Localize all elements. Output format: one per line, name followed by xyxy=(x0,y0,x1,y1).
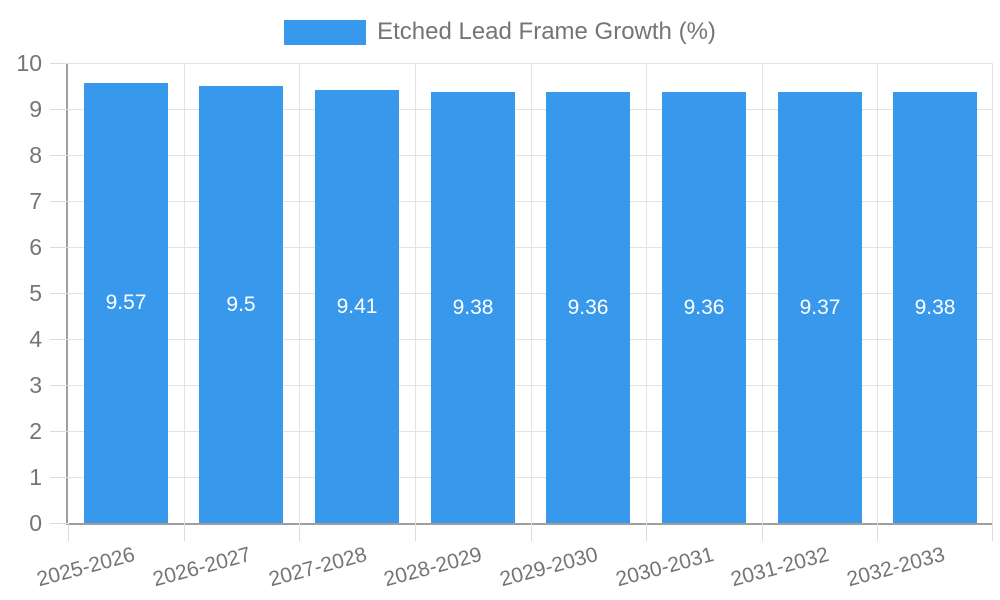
bar[interactable]: 9.5 xyxy=(199,86,283,523)
x-tick xyxy=(992,523,993,541)
y-tick-label: 2 xyxy=(29,418,42,444)
h-gridline xyxy=(68,339,993,340)
bar-value-label: 9.57 xyxy=(105,291,147,314)
y-tick xyxy=(50,247,68,248)
x-category-label: 2030-2031 xyxy=(612,543,716,592)
x-category-label: 2025-2026 xyxy=(34,543,138,592)
h-gridline xyxy=(68,477,993,478)
legend-label: Etched Lead Frame Growth (%) xyxy=(377,18,716,45)
legend-item[interactable]: Etched Lead Frame Growth (%) xyxy=(284,18,716,46)
y-tick xyxy=(50,63,68,64)
x-category-label: 2029-2030 xyxy=(497,543,601,592)
plot-area: 0 1 2 3 4 5 6 7 8 9 10 9.57 2025-2026 9.5 2026-2027 9.4… xyxy=(16,50,993,591)
y-tick-label: 1 xyxy=(29,464,42,490)
y-tick xyxy=(50,201,68,202)
chart-legend: Etched Lead Frame Growth (%) xyxy=(0,18,1000,46)
bar-value-label: 9.38 xyxy=(914,295,956,319)
y-tick xyxy=(50,339,68,340)
x-category-label: 2026-2027 xyxy=(150,543,254,592)
bar[interactable]: 9.38 xyxy=(893,92,977,523)
y-tick-label: 6 xyxy=(29,234,42,260)
bar[interactable]: 9.57 xyxy=(84,83,168,523)
y-tick-label: 10 xyxy=(16,50,42,76)
x-tick xyxy=(762,523,763,541)
x-tick xyxy=(877,523,878,541)
bar[interactable]: 9.37 xyxy=(778,92,862,523)
bar-value-label: 9.41 xyxy=(336,294,378,318)
h-gridline xyxy=(68,155,993,156)
y-tick xyxy=(50,155,68,156)
y-tick-label: 3 xyxy=(29,372,42,398)
h-gridline xyxy=(68,63,993,64)
v-gridline xyxy=(299,63,300,523)
y-tick xyxy=(50,109,68,110)
v-gridline xyxy=(415,63,416,523)
x-tick xyxy=(68,523,69,541)
bar-value-label: 9.36 xyxy=(683,295,725,319)
x-axis-line xyxy=(66,523,993,525)
v-gridline xyxy=(762,63,763,523)
y-tick-label: 0 xyxy=(29,510,42,536)
y-tick-label: 7 xyxy=(29,188,42,214)
y-tick-label: 4 xyxy=(29,326,42,352)
x-category-label: 2028-2029 xyxy=(381,543,485,592)
bar[interactable]: 9.38 xyxy=(431,92,515,523)
bar-value-label: 9.38 xyxy=(452,295,494,319)
bar-value-label: 9.37 xyxy=(799,295,841,319)
v-gridline xyxy=(877,63,878,523)
x-tick xyxy=(531,523,532,541)
y-tick-label: 9 xyxy=(29,96,42,122)
x-tick xyxy=(184,523,185,541)
v-gridline xyxy=(992,63,993,523)
bar[interactable]: 9.36 xyxy=(546,92,630,523)
h-gridline xyxy=(68,385,993,386)
bar-value-label: 9.36 xyxy=(567,295,609,319)
bar[interactable]: 9.41 xyxy=(315,90,399,523)
y-tick xyxy=(50,477,68,478)
bar-value-label: 9.5 xyxy=(226,292,256,316)
y-tick xyxy=(50,431,68,432)
y-tick xyxy=(50,293,68,294)
legend-swatch xyxy=(284,19,367,45)
h-gridline xyxy=(68,247,993,248)
x-tick xyxy=(299,523,300,541)
v-gridline xyxy=(531,63,532,523)
v-gridline xyxy=(646,63,647,523)
h-gridline xyxy=(68,201,993,202)
y-tick xyxy=(50,523,68,524)
v-gridline xyxy=(184,63,185,523)
x-tick xyxy=(415,523,416,541)
h-gridline xyxy=(68,109,993,110)
x-category-label: 2031-2032 xyxy=(728,543,832,592)
y-tick-label: 5 xyxy=(29,280,42,306)
y-tick-label: 8 xyxy=(29,142,42,168)
y-tick xyxy=(50,385,68,386)
h-gridline xyxy=(68,431,993,432)
x-category-label: 2027-2028 xyxy=(266,543,370,592)
bar[interactable]: 9.36 xyxy=(662,92,746,523)
x-tick xyxy=(646,523,647,541)
h-gridline xyxy=(68,293,993,294)
x-category-label: 2032-2033 xyxy=(844,543,948,592)
